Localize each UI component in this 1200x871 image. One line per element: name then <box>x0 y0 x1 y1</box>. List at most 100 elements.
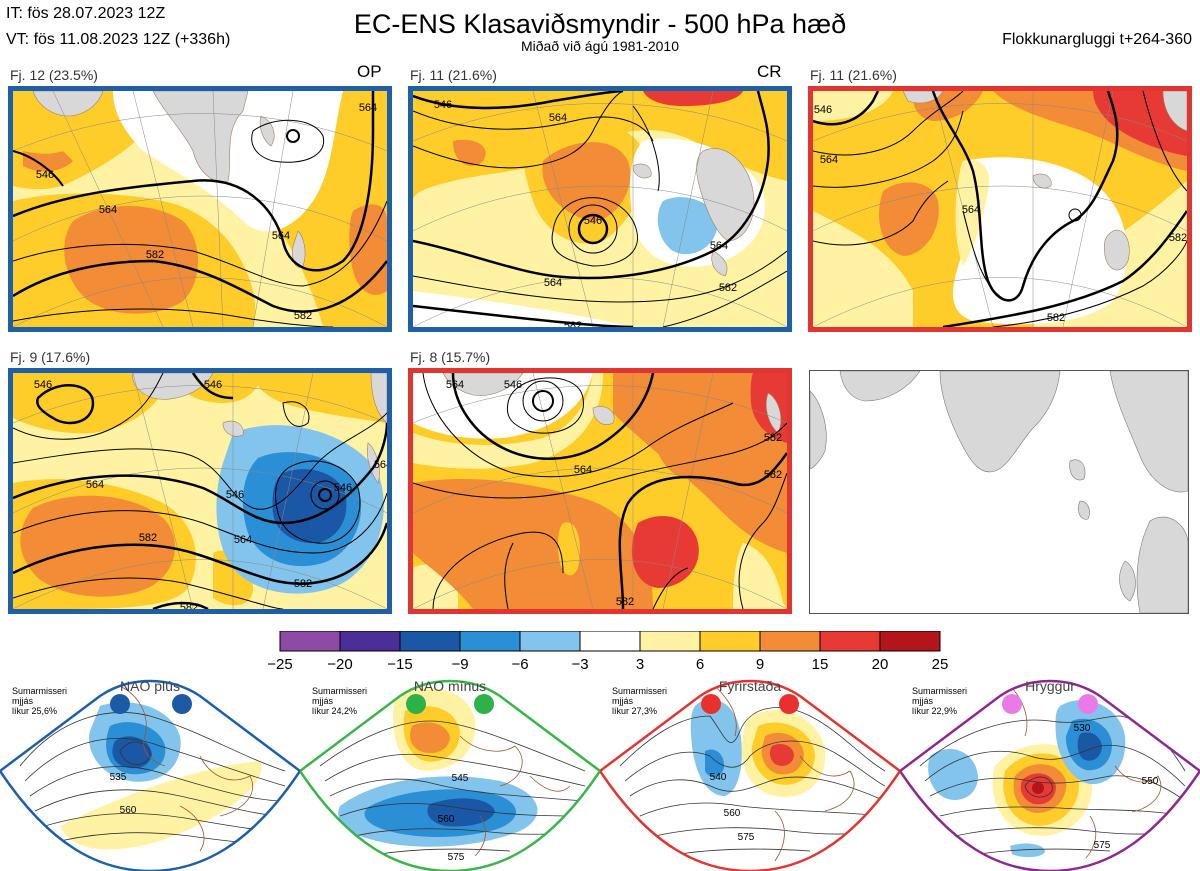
regime-dot <box>1078 694 1098 714</box>
panel-1-contour-label: 564 <box>272 230 290 242</box>
regime-nao-plus: 535 560 NAO plús Sumarmisseri mjjás líkur … <box>0 676 300 871</box>
regime-dot <box>172 694 192 714</box>
colorbar-swatch <box>519 631 581 652</box>
regime-nao-minus: 545 560 575 NAO mínus Sumarmisseri mjjás l… <box>300 676 600 871</box>
panel-4-contour-label: 546 <box>334 482 352 494</box>
regime-blocking-map: 540 560 575 <box>600 679 900 871</box>
panel-3-contour-label: 582 <box>1169 232 1187 244</box>
colorbar-tick-label: 6 <box>696 656 704 673</box>
panel-5-contour-label: 564 <box>446 379 464 391</box>
panel-4-contour-label: 582 <box>180 602 198 609</box>
panel-3-contour-label: 582 <box>1047 312 1065 324</box>
panel-5-contour-label: 582 <box>764 469 782 481</box>
regime-contour-label: 550 <box>1142 776 1159 787</box>
regime-nao-plus-map: 535 560 <box>0 679 300 871</box>
regime-dot <box>474 694 494 714</box>
panel-4-label: Fj. 9 (17.6%) <box>10 349 91 365</box>
regime-ridge-map: 530 550 575 <box>900 679 1200 871</box>
regime-dot <box>779 694 799 714</box>
regime-name: Hryggur <box>1025 678 1075 694</box>
colorbar-tick-label: 15 <box>812 656 829 673</box>
colorbar-swatch <box>339 631 401 652</box>
valid-time: VT: fös 11.08.2023 12Z (+336h) <box>6 31 231 48</box>
basemap-panel <box>809 370 1189 614</box>
colorbar-swatch <box>879 631 941 652</box>
regime-dot <box>110 694 130 714</box>
panel-1-contour-label: 564 <box>99 204 117 216</box>
regime-dot <box>406 694 426 714</box>
panel-5-contour-label: 546 <box>504 379 522 391</box>
colorbar-tick-label: −9 <box>451 656 468 673</box>
panel-4-map: 546 546 564 546 546 564 582 582 582 564 <box>13 373 387 609</box>
panel-4-contour-label: 546 <box>204 379 222 391</box>
cluster-panel-1: 546 564 564 582 582 564 <box>8 86 392 332</box>
colorbar-tick-label: 3 <box>636 656 644 673</box>
regime-contour-label: 575 <box>738 832 755 843</box>
regime-name: NAO mínus <box>413 678 487 694</box>
panel-4-contour-label: 582 <box>294 578 312 590</box>
colorbar-swatch <box>819 631 881 652</box>
page-subtitle: Miðað við ágú 1981-2010 <box>520 38 679 54</box>
panel-1-tag: OP <box>357 62 382 81</box>
colorbar-swatch <box>699 631 761 652</box>
regime-info: Sumarmisseri mjjás líkur 27,3% <box>612 686 668 716</box>
panel-4-contour-label: 564 <box>234 534 252 546</box>
colorbar: −25 −20 −15 −9 −6 −3 3 6 9 15 20 25 <box>267 631 949 673</box>
panel-1-contour-label: 582 <box>294 310 312 322</box>
regime-dot <box>701 694 721 714</box>
panel-4-contour-label: 582 <box>139 532 157 544</box>
regime-contour-label: 535 <box>110 772 127 783</box>
panel-5-contour-label: 564 <box>574 464 592 476</box>
panel-4-contour-label: 546 <box>34 379 52 391</box>
regime-ridge: 530 550 575 Hryggur Sumarmisseri mjjás lík… <box>900 676 1200 871</box>
panel-2-contour-label: 546 <box>584 215 602 227</box>
regime-info: Sumarmisseri mjjás líkur 25,6% <box>12 686 68 716</box>
panel-2-contour-label: 582 <box>564 320 582 327</box>
regime-contour-label: 560 <box>120 805 137 816</box>
panel-3-map: 546 564 564 582 582 <box>813 91 1187 327</box>
cluster-panel-5: 564 546 564 582 582 582 <box>408 368 792 614</box>
panel-1-contour-label: 564 <box>359 102 377 114</box>
panel-2-label: Fj. 11 (21.6%) <box>410 67 497 83</box>
panel-3-contour-label: 546 <box>814 104 832 116</box>
panel-2-contour-label: 564 <box>549 112 567 124</box>
regime-contour-label: 540 <box>710 772 727 783</box>
regime-contour-label: 530 <box>1074 723 1091 734</box>
colorbar-tick-label: 9 <box>756 656 764 673</box>
regime-info: Sumarmisseri mjjás líkur 22,9% <box>912 686 968 716</box>
cluster-panel-2: 546 564 546 564 582 582 564 <box>408 86 792 332</box>
regime-contour-label: 575 <box>1094 840 1111 851</box>
regime-nao-minus-map: 545 560 575 <box>300 679 600 871</box>
regime-name: NAO plús <box>120 678 180 694</box>
colorbar-tick-label: −20 <box>327 656 352 673</box>
page-title: EC-ENS Klasaviðsmyndir - 500 hPa hæð <box>353 9 847 39</box>
init-time: IT: fös 28.07.2023 12Z <box>6 5 166 22</box>
panel-5-contour-label: 582 <box>764 432 782 444</box>
colorbar-tick-label: 25 <box>932 656 949 673</box>
panel-3-contour-label: 564 <box>962 204 980 216</box>
cluster-panel-3: 546 564 564 582 582 <box>808 86 1192 332</box>
regime-info: Sumarmisseri mjjás líkur 24,2% <box>312 686 368 716</box>
colorbar-tick-label: −6 <box>511 656 528 673</box>
panel-5-contour-label: 582 <box>616 596 634 608</box>
panel-5-label: Fj. 8 (15.7%) <box>410 349 491 365</box>
panel-2-contour-label: 564 <box>544 277 562 289</box>
regime-contour-label: 560 <box>724 808 741 819</box>
panel-2-contour-label: 546 <box>434 99 452 111</box>
panel-3-contour-label: 564 <box>820 154 838 166</box>
panel-2-contour-label: 564 <box>710 240 728 252</box>
colorbar-tick-label: −25 <box>267 656 292 673</box>
cluster-panel-4: 546 546 564 546 546 564 582 582 582 564 <box>8 368 392 614</box>
panel-3-label: Fj. 11 (21.6%) <box>810 67 897 83</box>
colorbar-swatch <box>399 631 461 652</box>
regime-contour-label: 575 <box>448 852 465 863</box>
colorbar-swatch <box>759 631 821 652</box>
colorbar-swatch <box>579 631 641 652</box>
colorbar-swatch <box>639 631 701 652</box>
regime-blocking: 540 560 575 Fyrirstaða Sumarmisseri mjjás… <box>600 676 900 871</box>
classification-window: Flokkunargluggi t+264-360 <box>1002 31 1192 48</box>
colorbar-tick-label: −15 <box>387 656 412 673</box>
colorbar-tick-label: −3 <box>571 656 588 673</box>
panel-5-map: 564 546 564 582 582 582 <box>413 373 787 609</box>
panel-2-tag: CR <box>757 62 782 81</box>
